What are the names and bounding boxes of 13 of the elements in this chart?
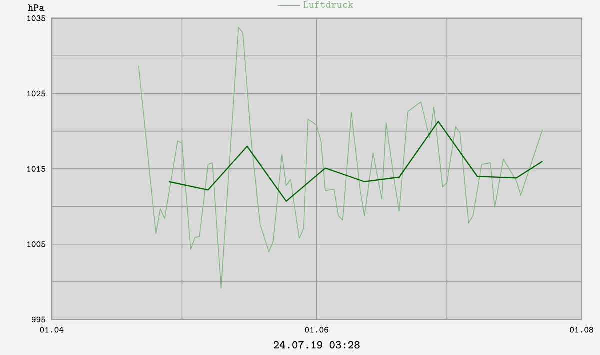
y-tick-label: 995 bbox=[32, 316, 46, 323]
line-series bbox=[138, 26, 544, 288]
legend-label: Luftdruck bbox=[304, 1, 354, 8]
x-tick-label: 01.04 bbox=[40, 326, 64, 333]
y-tick-label: 1005 bbox=[28, 241, 46, 248]
y-axis-title: hPa bbox=[28, 4, 45, 12]
y-tick-label: 1015 bbox=[28, 166, 46, 172]
x-tick-label: 01.08 bbox=[570, 326, 594, 333]
y-tick-label: 1025 bbox=[28, 90, 46, 97]
line-series bbox=[168, 120, 544, 202]
y-tick-label: 1035 bbox=[28, 15, 46, 22]
text: 24.07.19 03:28 bbox=[274, 341, 360, 349]
x-tick-label: 01.06 bbox=[305, 326, 328, 333]
